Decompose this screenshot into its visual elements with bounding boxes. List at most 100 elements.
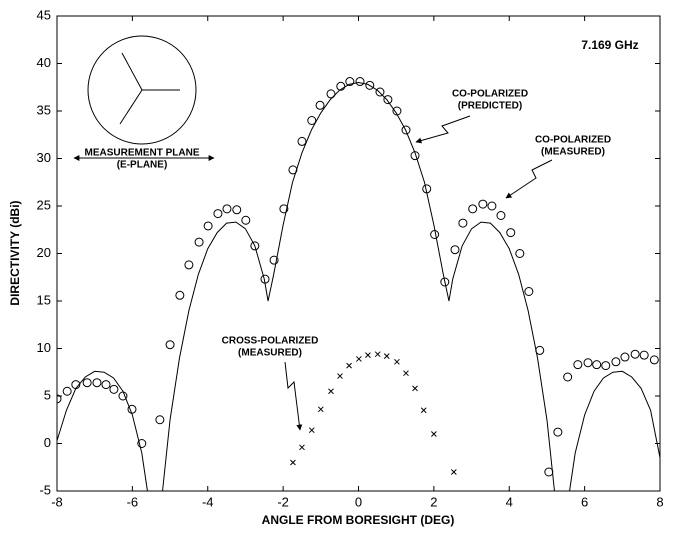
y-axis-label: DIRECTIVITY (dBi) (8, 200, 22, 305)
measured-point (487, 201, 497, 211)
series-label: CO-POLARIZED (452, 89, 528, 100)
series-label: CO-POLARIZED (535, 135, 611, 146)
cross-point (290, 459, 296, 466)
measured-point (62, 386, 72, 396)
measured-point (92, 378, 102, 388)
measured-point (315, 100, 325, 110)
cross-point (365, 352, 371, 359)
cross-point (337, 373, 343, 379)
measured-point (194, 237, 204, 247)
measured-point (375, 87, 385, 97)
measured-point (127, 404, 137, 414)
measured-point (326, 89, 336, 99)
series-label: (MEASURED) (238, 348, 302, 359)
measured-point (269, 255, 279, 265)
measured-point (573, 360, 583, 370)
cross-point (308, 427, 315, 434)
measured-point (82, 378, 92, 388)
measured-point (297, 136, 307, 146)
measured-point (232, 205, 242, 215)
x-tick-label: 4 (506, 494, 513, 509)
cross-point (346, 362, 352, 369)
measured-point (496, 211, 506, 220)
measured-point (365, 80, 375, 90)
predicted-line (57, 81, 660, 491)
y-tick-label: 25 (37, 197, 51, 212)
measured-point (601, 361, 611, 371)
measured-point (515, 249, 525, 258)
cross-point (450, 469, 457, 475)
measured-point (639, 350, 649, 360)
measured-point (392, 106, 402, 116)
x-tick-label: 0 (355, 494, 362, 509)
cross-point (328, 388, 334, 395)
cross-point (403, 370, 409, 377)
measured-point (222, 204, 232, 214)
y-tick-label: 40 (37, 55, 51, 70)
measured-point (450, 245, 460, 255)
measured-point (430, 230, 440, 239)
cross-point (431, 431, 437, 437)
measured-point (383, 95, 393, 105)
x-tick-label: -6 (127, 494, 139, 509)
x-tick-label: 2 (430, 494, 437, 509)
measured-point (458, 218, 468, 228)
y-tick-label: 30 (37, 150, 51, 165)
measured-point (57, 394, 62, 404)
x-tick-label: -8 (51, 494, 63, 509)
plot-area (57, 77, 660, 491)
measured-point (203, 221, 213, 231)
measured-point (71, 380, 81, 390)
series-label: (PREDICTED) (458, 101, 522, 112)
measured-point (630, 349, 640, 359)
measured-point (440, 277, 450, 287)
measured-point (307, 116, 317, 125)
measured-point (544, 467, 554, 477)
measured-point (524, 287, 534, 296)
measured-point (250, 241, 260, 251)
annotation-arrows (284, 115, 553, 431)
measured-point (109, 384, 119, 394)
measured-point (592, 360, 602, 370)
y-tick-label: -5 (39, 482, 51, 497)
plane-label: (E-PLANE) (117, 160, 168, 171)
measured-point (553, 427, 563, 437)
measured-point (288, 165, 298, 175)
cross-point (317, 406, 324, 413)
x-tick-label: 6 (581, 494, 588, 509)
series-label: CROSS-POLARIZED (222, 336, 319, 347)
measured-point (620, 352, 630, 362)
x-axis-label: ANGLE FROM BORESIGHT (DEG) (262, 513, 455, 527)
measured-point (101, 380, 111, 390)
measured-point (422, 184, 432, 194)
y-tick-label: 45 (37, 7, 51, 22)
measured-point (583, 358, 593, 368)
cross-point (356, 356, 362, 362)
measured-point (506, 228, 516, 238)
measured-point (336, 81, 346, 91)
y-tick-label: 5 (44, 387, 51, 402)
cross-point (420, 407, 427, 414)
y-tick-label: 15 (37, 292, 51, 307)
cross-point (299, 444, 305, 451)
series-label: (MEASURED) (541, 147, 605, 158)
measured-point (260, 274, 270, 284)
measured-point (213, 209, 223, 219)
y-tick-label: 20 (37, 245, 51, 260)
inset-icon (73, 35, 215, 161)
measured-point (611, 357, 621, 367)
measured-point (355, 77, 365, 87)
measured-point (175, 290, 185, 300)
frequency-label: 7.169 GHz (581, 38, 638, 52)
measured-point (241, 215, 251, 225)
measured-point (165, 340, 175, 350)
measured-point (478, 199, 488, 209)
measured-point (137, 439, 147, 448)
cross-point (374, 351, 381, 358)
measured-point (410, 151, 420, 161)
measured-point (184, 260, 194, 270)
measured-point (279, 204, 289, 214)
y-tick-label: 35 (37, 102, 51, 117)
x-tick-label: -4 (202, 494, 214, 509)
cross-point (412, 385, 418, 392)
